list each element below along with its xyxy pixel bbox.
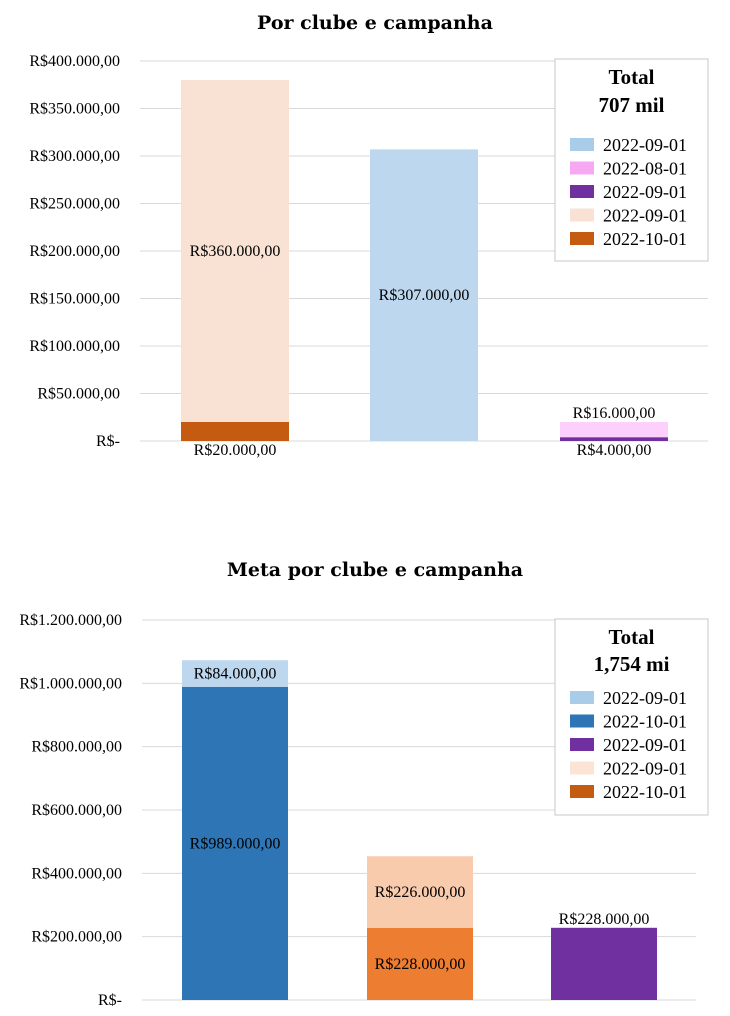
legend-label: 2022-10-01 xyxy=(603,712,687,732)
bar-segment xyxy=(551,927,657,1000)
legend-label: 2022-09-01 xyxy=(603,206,687,226)
legend-swatch xyxy=(570,161,594,175)
legend-label: 2022-09-01 xyxy=(603,735,687,755)
legend-swatch xyxy=(570,714,594,728)
data-label: R$4.000,00 xyxy=(577,442,652,459)
bar-segment xyxy=(182,686,288,1000)
data-label: R$16.000,00 xyxy=(573,405,656,422)
bar-segment xyxy=(181,422,289,441)
legend-swatch xyxy=(570,785,594,798)
bar-segment xyxy=(560,437,668,441)
legend-swatch xyxy=(570,232,594,245)
legend-label: 2022-09-01 xyxy=(603,688,687,708)
y-tick-label: R$- xyxy=(96,433,120,450)
legend-box xyxy=(554,58,709,262)
legend-title: Total xyxy=(609,625,655,649)
legend-label: 2022-09-01 xyxy=(603,759,687,779)
data-label: R$360.000,00 xyxy=(190,243,281,260)
legend-total: 707 mil xyxy=(599,93,665,117)
bar-segment xyxy=(367,927,473,1000)
bar-segment xyxy=(367,856,473,928)
y-tick-label: R$400.000,00 xyxy=(29,53,120,70)
legend-swatch xyxy=(570,208,594,222)
legend-swatch xyxy=(570,691,594,704)
bar-segment xyxy=(370,149,478,441)
y-tick-label: R$150.000,00 xyxy=(29,291,120,308)
y-tick-label: R$50.000,00 xyxy=(37,386,120,403)
y-tick-label: R$350.000,00 xyxy=(29,101,120,118)
data-label: R$228.000,00 xyxy=(375,956,466,973)
data-label: R$20.000,00 xyxy=(194,442,277,459)
legend-label: 2022-10-01 xyxy=(603,229,687,249)
bar-segment xyxy=(181,80,289,422)
data-label: R$226.000,00 xyxy=(375,884,466,901)
chart-title: Por clube e campanha xyxy=(257,12,493,34)
data-label: R$989.000,00 xyxy=(190,835,281,852)
bar-segment xyxy=(560,422,668,438)
y-tick-label: R$200.000,00 xyxy=(31,929,122,946)
legend-total: 1,754 mi xyxy=(594,652,670,676)
legend-swatch xyxy=(570,761,594,775)
chart-title: Meta por clube e campanha xyxy=(227,559,523,581)
y-tick-label: R$600.000,00 xyxy=(31,802,122,819)
y-tick-label: R$200.000,00 xyxy=(29,243,120,260)
data-label: R$307.000,00 xyxy=(379,287,470,304)
legend-swatch xyxy=(570,738,594,751)
y-tick-label: R$800.000,00 xyxy=(31,739,122,756)
bar-segment xyxy=(182,660,288,687)
y-tick-label: R$1.000.000,00 xyxy=(19,675,122,692)
y-tick-label: R$- xyxy=(98,992,122,1009)
y-tick-label: R$250.000,00 xyxy=(29,196,120,213)
legend-swatch xyxy=(570,185,594,198)
legend-label: 2022-10-01 xyxy=(603,782,687,802)
y-tick-label: R$100.000,00 xyxy=(29,338,120,355)
y-tick-label: R$1.200.000,00 xyxy=(19,612,122,629)
legend-swatch xyxy=(570,138,594,151)
data-label: R$228.000,00 xyxy=(559,911,650,928)
legend-label: 2022-09-01 xyxy=(603,182,687,202)
legend-label: 2022-09-01 xyxy=(603,135,687,155)
y-tick-label: R$300.000,00 xyxy=(29,148,120,165)
y-tick-label: R$400.000,00 xyxy=(31,865,122,882)
data-label: R$84.000,00 xyxy=(194,666,277,683)
legend-title: Total xyxy=(609,65,655,89)
legend-label: 2022-08-01 xyxy=(603,159,687,179)
